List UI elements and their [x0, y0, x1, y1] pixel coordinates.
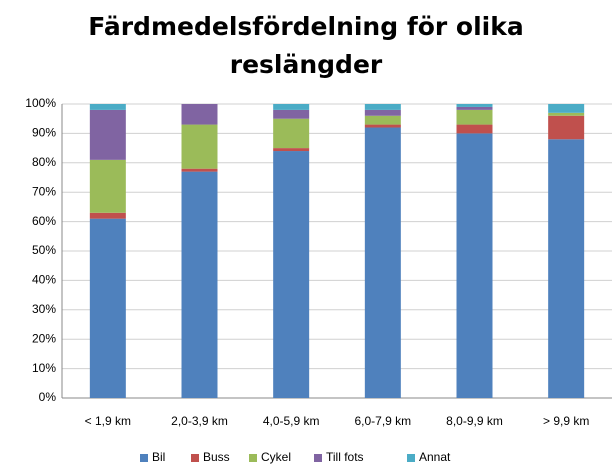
y-tick-label: 90% [32, 126, 56, 140]
legend-label: Annat [419, 450, 451, 464]
x-tick-label: 6,0-7,9 km [354, 414, 411, 428]
bar-segment [273, 148, 310, 152]
legend-swatch [191, 454, 199, 462]
legend-swatch [314, 454, 322, 462]
bar-segment [364, 104, 401, 110]
bar-segment [273, 151, 310, 398]
bar-segment [89, 109, 126, 160]
bar-segment [364, 127, 401, 399]
bar-segment [89, 159, 126, 213]
bar-segment [89, 104, 126, 110]
y-tick-label: 10% [32, 361, 56, 375]
bar-segment [273, 109, 310, 119]
bar-segment [273, 104, 310, 110]
bar-segment [89, 212, 126, 219]
y-tick-label: 60% [32, 214, 56, 228]
y-tick-label: 100% [25, 96, 56, 110]
bar-segment [548, 139, 585, 398]
legend-swatch [407, 454, 415, 462]
bar-segment [456, 133, 493, 398]
bar-segment [181, 168, 218, 172]
legend-label: Cykel [261, 450, 291, 464]
chart-title: Färdmedelsfördelning för olika reslängde… [88, 12, 524, 79]
bar-segment [364, 124, 401, 128]
bar-segment [273, 118, 310, 149]
bar-segment [181, 104, 218, 125]
x-tick-label: 2,0-3,9 km [171, 414, 228, 428]
legend-swatch [140, 454, 148, 462]
bar-segment [456, 124, 493, 134]
y-tick-label: 0% [39, 390, 57, 404]
bar-segment [364, 115, 401, 125]
x-tick-label: 4,0-5,9 km [263, 414, 320, 428]
bar-segment [364, 109, 401, 116]
x-tick-label: < 1,9 km [85, 414, 131, 428]
bar-segment [456, 109, 493, 125]
legend-label: Till fots [326, 450, 364, 464]
y-tick-label: 20% [32, 331, 56, 345]
bar-segment [548, 104, 585, 113]
bar-segment [548, 112, 585, 116]
bar-segment [456, 104, 493, 107]
bar-segment [181, 124, 218, 169]
y-tick-label: 50% [32, 243, 56, 257]
y-tick-label: 40% [32, 273, 56, 287]
x-tick-label: > 9,9 km [543, 414, 589, 428]
y-tick-label: 80% [32, 155, 56, 169]
y-tick-label: 70% [32, 184, 56, 198]
legend-swatch [249, 454, 257, 462]
bar-segment [89, 218, 126, 398]
x-tick-label: 8,0-9,9 km [446, 414, 503, 428]
legend-label: Bil [152, 450, 165, 464]
legend-label: Buss [203, 450, 230, 464]
bar-segment [181, 171, 218, 398]
y-tick-label: 30% [32, 302, 56, 316]
bar-segment [456, 106, 493, 110]
bar-segment [548, 115, 585, 140]
